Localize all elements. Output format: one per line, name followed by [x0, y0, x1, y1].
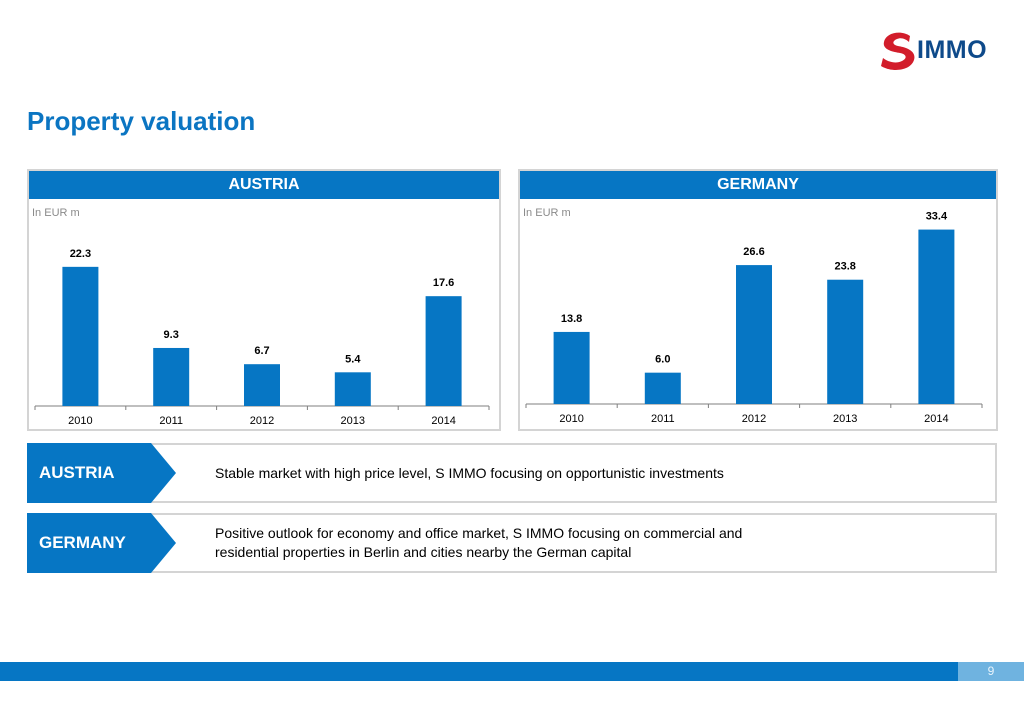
footer-bar: [0, 662, 958, 681]
summary-row-austria: AUSTRIA Stable market with high price le…: [27, 443, 997, 503]
x-tick-label: 2014: [924, 413, 948, 425]
germany-unit-label: In EUR m: [523, 207, 571, 219]
bar-2012: [736, 265, 772, 404]
data-label: 6.0: [655, 354, 670, 366]
bar-2011: [153, 347, 190, 406]
summary-line: Positive outlook for economy and office …: [215, 525, 743, 541]
data-label: 23.8: [834, 261, 855, 273]
summary-text-germany: Positive outlook for economy and office …: [215, 524, 742, 562]
summary-text-austria: Stable market with high price level, S I…: [215, 464, 724, 483]
x-tick-label: 2013: [833, 413, 857, 425]
summary-line: Stable market with high price level, S I…: [215, 465, 724, 481]
germany-chart-panel: GERMANY In EUR m 13.8 2010 6.0 2011 26.6 2012…: [518, 169, 998, 431]
data-label: 13.8: [561, 313, 582, 325]
germany-chart-header: GERMANY: [520, 171, 996, 199]
bar-2011: [644, 372, 681, 404]
bar-2014: [425, 296, 462, 406]
austria-chart-header: AUSTRIA: [29, 171, 499, 199]
data-label: 26.6: [743, 246, 764, 258]
bar-2014: [918, 229, 955, 404]
data-label: 9.3: [164, 329, 179, 341]
chevron-shape: [27, 513, 176, 573]
data-label: 33.4: [926, 211, 948, 223]
summary-label-austria: AUSTRIA: [39, 463, 115, 482]
summary-line: residential properties in Berlin and cit…: [215, 544, 632, 560]
data-label: 5.4: [345, 353, 361, 365]
page-title: Property valuation: [27, 106, 256, 136]
data-label: 17.6: [433, 277, 454, 289]
summary-row-germany: GERMANY Positive outlook for economy and…: [27, 513, 997, 573]
x-tick-label: 2011: [159, 415, 183, 427]
x-tick-label: 2010: [68, 415, 92, 427]
bar-2013: [334, 372, 371, 406]
x-tick-label: 2011: [651, 413, 675, 425]
germany-bar-chart: 13.8 2010 6.0 2011 26.6 2012 23.8 2013 33.4 2014: [525, 211, 983, 425]
summary-label-germany: GERMANY: [39, 533, 126, 552]
austria-chart-panel: AUSTRIA In EUR m 22.3 2010 9.3 2011 6.7 2012 5…: [27, 169, 501, 431]
austria-bar-chart: 22.3 2010 9.3 2011 6.7 2012 5.4 2013 17.6 2014: [34, 248, 490, 427]
x-tick-label: 2012: [742, 413, 766, 425]
x-tick-label: 2014: [431, 415, 455, 427]
data-label: 22.3: [70, 248, 91, 260]
austria-unit-label: In EUR m: [32, 207, 80, 219]
bar-2012: [244, 364, 280, 406]
s-immo-logo: IMMO: [880, 30, 1000, 72]
x-tick-label: 2012: [250, 415, 274, 427]
x-tick-label: 2010: [559, 413, 583, 425]
bar-2010: [62, 266, 99, 406]
s-immo-logo-icon: [881, 32, 915, 70]
x-tick-label: 2013: [341, 415, 365, 427]
data-label: 6.7: [254, 345, 269, 357]
page-number: 9: [958, 662, 1024, 681]
bar-2010: [553, 331, 590, 404]
chevron-shape: [27, 443, 176, 503]
logo-text: IMMO: [917, 36, 988, 64]
bar-2013: [827, 279, 864, 404]
